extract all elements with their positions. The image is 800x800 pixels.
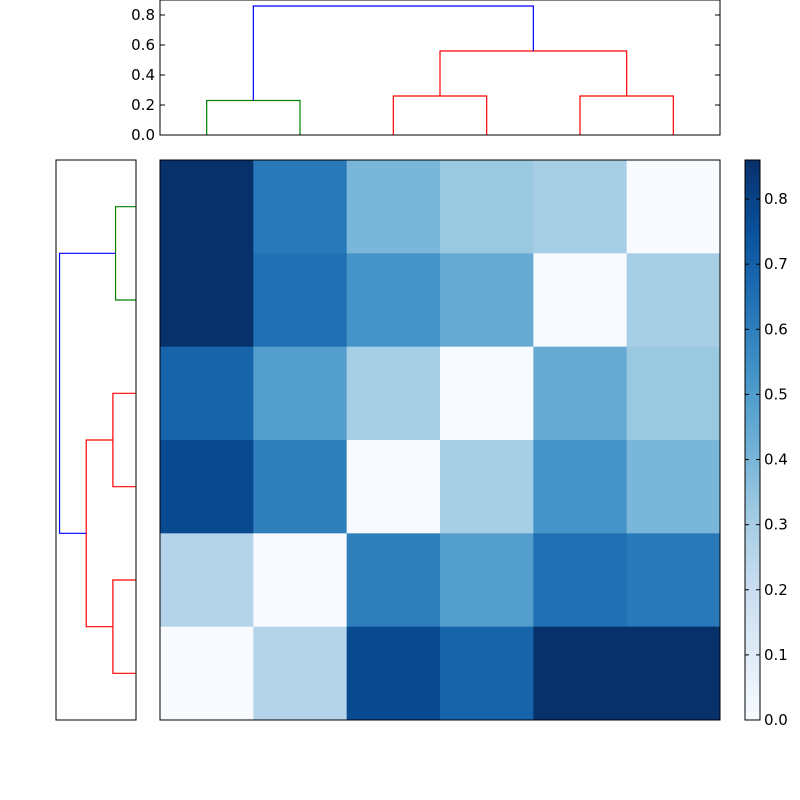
left-dendrogram-link-4 bbox=[58, 252, 116, 534]
left-dendrogram bbox=[55, 159, 137, 721]
heatmap-cell-r0-c2 bbox=[346, 160, 441, 254]
left-dendrogram-link-2 bbox=[112, 579, 136, 674]
heatmap-cell-r3-c0 bbox=[160, 440, 254, 534]
heatmap-cell-r1-c3 bbox=[440, 253, 534, 348]
heatmap-cell-r4-c5 bbox=[626, 533, 721, 628]
top-dendrogram-ytick-label-2: 0.4 bbox=[131, 66, 155, 84]
heatmap bbox=[159, 159, 721, 721]
left-dendrogram-link-0 bbox=[114, 206, 136, 301]
colorbar-tick-label-5: 0.5 bbox=[764, 385, 788, 403]
heatmap-cell-r2-c2 bbox=[346, 346, 441, 441]
heatmap-cell-r0-c4 bbox=[533, 160, 628, 254]
heatmap-cell-r1-c4 bbox=[533, 253, 628, 348]
heatmap-cell-r3-c2 bbox=[346, 440, 441, 534]
heatmap-cell-r0-c5 bbox=[626, 160, 721, 254]
heatmap-cell-r3-c1 bbox=[253, 440, 348, 534]
colorbar-tick-label-6: 0.6 bbox=[764, 320, 788, 338]
top-dendrogram: 0.0 0.2 0.4 0.6 0.8 bbox=[131, 0, 721, 144]
colorbar-tick-label-7: 0.7 bbox=[764, 255, 788, 273]
heatmap-cell-r4-c4 bbox=[533, 533, 628, 628]
colorbar-tick-label-2: 0.2 bbox=[764, 581, 788, 599]
top-dendrogram-frame bbox=[159, 0, 721, 136]
heatmap-cell-r2-c0 bbox=[160, 346, 254, 441]
heatmap-cell-r5-c5 bbox=[626, 626, 721, 721]
heatmap-cell-r4-c1 bbox=[253, 533, 348, 628]
top-dendrogram-link-4 bbox=[252, 5, 534, 101]
heatmap-cell-r2-c4 bbox=[533, 346, 628, 441]
colorbar-tick-label-4: 0.4 bbox=[764, 451, 788, 469]
heatmap-cell-r4-c2 bbox=[346, 533, 441, 628]
colorbar-tick-label-8: 0.8 bbox=[764, 190, 788, 208]
colorbar-tick-label-1: 0.1 bbox=[764, 646, 788, 664]
heatmap-cell-r5-c0 bbox=[160, 626, 254, 721]
heatmap-cell-r4-c0 bbox=[160, 533, 254, 628]
heatmap-cell-r0-c1 bbox=[253, 160, 348, 254]
heatmap-cell-r0-c3 bbox=[440, 160, 534, 254]
colorbar-tick-label-3: 0.3 bbox=[764, 516, 788, 534]
heatmap-cell-r5-c3 bbox=[440, 626, 534, 721]
heatmap-cell-r1-c5 bbox=[626, 253, 721, 348]
heatmap-cell-r0-c0 bbox=[160, 160, 254, 254]
colorbar: 0.0 0.1 0.2 0.3 0.4 0.5 0.6 0.7 0.8 bbox=[744, 159, 788, 729]
left-dendrogram-link-1 bbox=[112, 392, 136, 488]
heatmap-cell-r1-c2 bbox=[346, 253, 441, 348]
heatmap-cell-r5-c2 bbox=[346, 626, 441, 721]
colorbar-tick-label-0: 0.0 bbox=[764, 711, 788, 729]
heatmap-cell-r1-c0 bbox=[160, 253, 254, 348]
top-dendrogram-ytick-label-0: 0.0 bbox=[131, 126, 155, 144]
heatmap-cell-r3-c3 bbox=[440, 440, 534, 534]
colorbar-bar bbox=[744, 159, 761, 721]
heatmap-cell-r4-c3 bbox=[440, 533, 534, 628]
top-dendrogram-ytick-label-4: 0.8 bbox=[131, 6, 155, 24]
heatmap-cell-r2-c3 bbox=[440, 346, 534, 441]
heatmap-cell-r5-c4 bbox=[533, 626, 628, 721]
heatmap-cell-r1-c1 bbox=[253, 253, 348, 348]
left-dendrogram-frame bbox=[55, 159, 137, 721]
top-dendrogram-ytick-label-1: 0.2 bbox=[131, 96, 155, 114]
heatmap-cell-r3-c4 bbox=[533, 440, 628, 534]
heatmap-cell-r2-c5 bbox=[626, 346, 721, 441]
heatmap-cell-r3-c5 bbox=[626, 440, 721, 534]
heatmap-cell-r5-c1 bbox=[253, 626, 348, 721]
top-dendrogram-ytick-label-3: 0.6 bbox=[131, 36, 155, 54]
heatmap-cell-r2-c1 bbox=[253, 346, 348, 441]
heatmap-frame bbox=[159, 159, 721, 721]
